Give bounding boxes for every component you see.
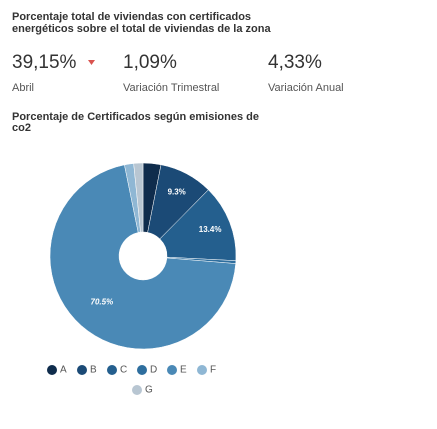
title: Porcentaje total de viviendas con certif… — [12, 11, 251, 23]
slice — [159, 189, 237, 261]
kpi-value: 4,33% — [268, 52, 322, 73]
down-arrow — [88, 60, 95, 65]
legend-marker — [197, 365, 207, 375]
slice-label: 70.5% — [91, 297, 114, 306]
legend-label: E — [180, 365, 187, 376]
legend-label: A — [60, 365, 67, 376]
legend-marker — [107, 365, 117, 375]
chart-title: Porcentaje de Certificados según emision… — [12, 111, 259, 123]
slice — [49, 164, 236, 350]
legend-marker — [132, 385, 142, 395]
legend-label: C — [120, 365, 127, 376]
slice-label: 13.4% — [199, 225, 222, 234]
legend-marker — [167, 365, 177, 375]
chart-title: co2 — [12, 122, 31, 134]
kpi-label: Variación Anual — [268, 82, 344, 94]
title: energéticos sobre el total de viviendas … — [12, 23, 271, 35]
kpi-value: 39,15% — [12, 52, 77, 73]
kpi-label: Abril — [12, 82, 34, 94]
kpi-label: Variación Trimestral — [123, 82, 219, 94]
legend-marker — [137, 365, 147, 375]
legend-marker — [47, 365, 57, 375]
legend-label: G — [145, 385, 153, 396]
kpi-value: 1,09% — [123, 52, 177, 73]
slice — [133, 162, 144, 233]
legend-label: D — [150, 365, 157, 376]
legend-label: F — [210, 365, 216, 376]
legend-label: B — [90, 365, 97, 376]
legend-marker — [77, 365, 87, 375]
slice-label: 9.3% — [168, 187, 186, 196]
